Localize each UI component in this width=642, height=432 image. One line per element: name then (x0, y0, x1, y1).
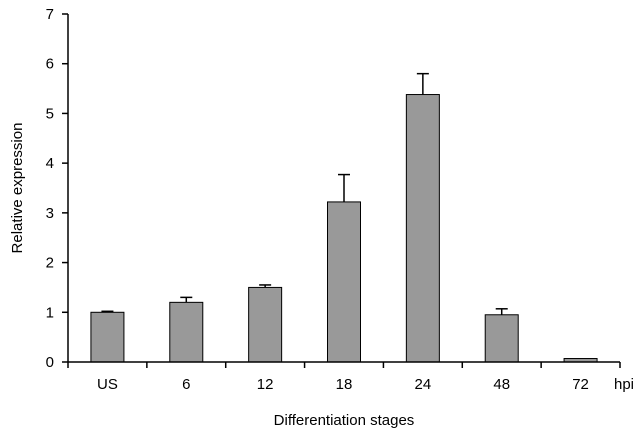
bar (90, 311, 125, 363)
y-tick-label: 6 (46, 56, 54, 73)
y-ticks-group: 0 1 2 3 4 5 6 7 (46, 6, 68, 371)
y-tick-label: 3 (46, 205, 54, 222)
x-tick-label: 18 (336, 376, 353, 393)
bar (169, 301, 204, 363)
bar (327, 201, 361, 363)
y-tick-label: 7 (46, 6, 54, 23)
y-tick-label: 2 (46, 255, 54, 272)
x-axis-unit-label: hpi (614, 376, 634, 393)
bar (484, 314, 519, 363)
x-tick-label: 48 (493, 376, 510, 393)
x-tick-label: US (97, 376, 118, 393)
bar (248, 286, 283, 363)
x-tick-label: 6 (182, 376, 190, 393)
y-tick-label: 5 (46, 105, 54, 122)
error-bars-group (101, 72, 508, 315)
x-tick-label: 24 (415, 376, 432, 393)
bars-group (90, 94, 598, 363)
x-tick-label: 12 (257, 376, 274, 393)
bar (405, 94, 440, 363)
x-axis-title: Differentiation stages (274, 412, 415, 429)
x-ticks-group: US 6 12 18 24 48 72 (67, 362, 621, 393)
y-axis-title: Relative expression (9, 123, 26, 254)
y-tick-label: 4 (46, 155, 54, 172)
y-tick-label: 0 (46, 354, 54, 371)
y-tick-label: 1 (46, 304, 54, 321)
x-tick-label: 72 (572, 376, 589, 393)
